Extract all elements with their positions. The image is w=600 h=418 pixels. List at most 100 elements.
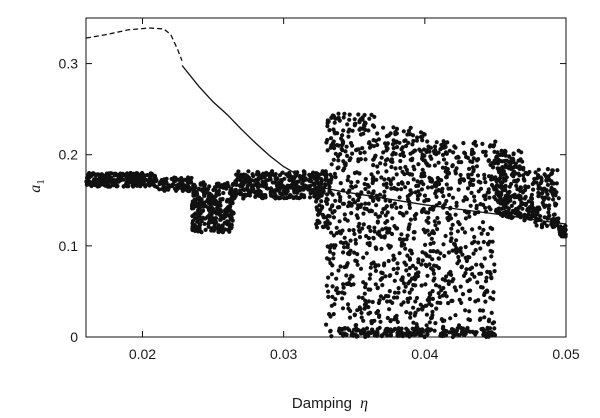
data-point: [372, 229, 377, 234]
data-point: [424, 198, 429, 203]
data-point: [546, 174, 551, 179]
data-point: [191, 206, 196, 211]
data-point: [397, 195, 402, 200]
data-point: [416, 307, 421, 312]
data-point: [419, 171, 424, 176]
data-point: [452, 241, 457, 246]
data-point: [264, 186, 269, 191]
data-point: [349, 184, 354, 189]
data-point: [423, 230, 428, 235]
data-point: [441, 242, 446, 247]
data-point: [403, 138, 408, 143]
data-point: [519, 196, 524, 201]
data-point: [429, 236, 434, 241]
data-point: [397, 237, 403, 242]
data-point: [432, 163, 437, 168]
data-point: [331, 243, 336, 248]
data-point: [362, 306, 367, 311]
data-point: [398, 165, 403, 171]
data-point: [270, 172, 275, 177]
data-point: [397, 140, 402, 145]
data-point: [413, 299, 418, 304]
data-point: [197, 216, 202, 222]
data-point: [407, 279, 412, 284]
data-point: [357, 229, 362, 234]
data-point: [200, 215, 205, 220]
data-point: [377, 233, 382, 238]
data-point: [456, 160, 461, 165]
data-point: [533, 170, 538, 175]
data-point: [388, 182, 394, 187]
data-point: [551, 212, 557, 217]
data-point: [411, 236, 416, 241]
data-point: [404, 262, 409, 267]
data-point: [441, 324, 446, 329]
data-point: [220, 197, 225, 202]
data-point: [424, 218, 429, 223]
data-point: [329, 115, 334, 120]
data-point: [236, 169, 241, 174]
data-point: [487, 326, 493, 331]
data-point: [482, 172, 487, 177]
data-point: [379, 270, 384, 275]
data-point: [478, 202, 483, 207]
data-point: [361, 211, 366, 216]
data-point: [383, 162, 388, 167]
data-point: [353, 333, 358, 338]
data-point: [369, 112, 374, 117]
data-point: [482, 315, 487, 320]
data-point: [178, 178, 183, 183]
data-point: [88, 182, 94, 187]
data-point: [410, 263, 415, 268]
data-point: [333, 297, 338, 302]
data-point: [360, 226, 365, 231]
data-point: [429, 185, 434, 190]
data-point: [367, 140, 372, 145]
data-point: [235, 191, 240, 196]
data-point: [420, 167, 425, 172]
data-point: [229, 217, 234, 222]
data-point: [395, 261, 400, 266]
data-point: [190, 221, 195, 226]
data-point: [347, 276, 352, 282]
data-point: [531, 187, 536, 192]
data-point: [195, 219, 200, 224]
data-point: [390, 216, 395, 221]
data-point: [549, 222, 554, 227]
data-point: [563, 227, 568, 232]
data-point: [316, 195, 322, 200]
data-point: [425, 273, 430, 278]
data-point: [546, 196, 551, 201]
data-point: [423, 251, 428, 256]
data-point: [225, 227, 230, 232]
data-point: [285, 189, 290, 194]
data-point: [455, 261, 460, 266]
data-point: [345, 218, 350, 223]
data-point: [257, 193, 262, 199]
data-point: [404, 167, 409, 172]
data-point: [225, 208, 230, 213]
data-point: [434, 194, 439, 199]
data-point: [239, 178, 244, 183]
data-point: [494, 191, 499, 196]
data-point: [492, 326, 497, 331]
data-point: [342, 245, 347, 250]
data-point: [370, 180, 375, 186]
data-point: [524, 213, 529, 219]
data-point: [424, 323, 429, 328]
data-point: [482, 176, 487, 181]
data-point: [353, 241, 358, 246]
data-point: [413, 311, 418, 316]
data-point: [359, 190, 364, 195]
data-point: [441, 194, 446, 199]
data-point: [471, 251, 476, 256]
data-point: [481, 239, 486, 245]
data-point: [405, 296, 410, 301]
data-point: [467, 309, 472, 314]
data-point: [356, 295, 361, 300]
data-point: [399, 302, 404, 307]
data-point: [415, 197, 420, 202]
data-point: [538, 175, 544, 180]
data-point: [385, 315, 390, 321]
data-point: [385, 210, 390, 215]
